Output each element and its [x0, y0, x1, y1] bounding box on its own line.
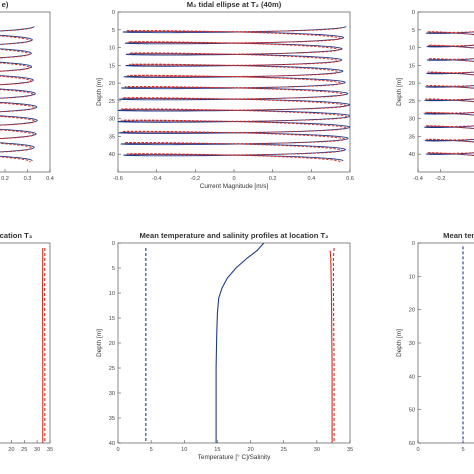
y-tick-label: 0 — [412, 10, 415, 16]
panel-title: Mean temp — [443, 231, 474, 240]
y-tick-label: 30 — [109, 117, 115, 123]
axes-frame — [117, 11, 351, 173]
panel-profile-t4: Mean temp050102030405060Depth [m] — [396, 231, 474, 453]
axes-frame — [0, 242, 51, 444]
y-tick-label: 15 — [109, 63, 115, 69]
salinity-dashed-line — [332, 247, 335, 443]
salinity-solid-line — [329, 250, 333, 443]
y-tick-label: 60 — [409, 441, 415, 447]
x-tick-label: 25 — [281, 447, 287, 453]
x-tick-label: -0.6 — [113, 176, 123, 182]
x-tick-label: 15 — [214, 447, 220, 453]
y-axis-label: Depth [m] — [396, 78, 403, 106]
observed-ellipse-line — [0, 26, 38, 161]
y-tick-label: 30 — [409, 341, 415, 347]
y-axis-label: Depth [m] — [96, 329, 103, 357]
x-tick-label: 0.2 — [1, 176, 9, 182]
panel-ellipse-t2: M₂ tidal ellipse at T₂ (40m) -0.6 -0.4 -0.2… — [96, 0, 354, 190]
x-tick-label: 0.4 — [46, 176, 54, 182]
y-tick-label: 15 — [109, 316, 115, 322]
y-tick-label: 20 — [409, 81, 415, 87]
panel-title: e) — [2, 0, 9, 9]
y-tick-label: 5 — [112, 266, 115, 272]
panel-title: s at location T₃ — [0, 231, 33, 240]
y-tick-label: 40 — [409, 374, 415, 380]
x-axis-label: Current Magnitude [m/s] — [200, 183, 269, 190]
y-tick-label: 20 — [109, 81, 115, 87]
plot-area — [118, 26, 350, 163]
temperature-solid-line — [215, 243, 265, 443]
x-tick-label: 30 — [34, 447, 40, 453]
x-tick-label: 35 — [47, 447, 53, 453]
observed-ellipse-line — [118, 26, 350, 162]
y-tick-label: 40 — [109, 441, 115, 447]
y-tick-label: 0 — [412, 241, 415, 247]
y-axis-label: Depth [m] — [96, 78, 103, 106]
y-tick-label: 10 — [109, 291, 115, 297]
plot-area — [462, 246, 464, 443]
y-tick-label: 5 — [412, 28, 415, 34]
y-tick-label: 30 — [409, 117, 415, 123]
axes-frame — [117, 242, 351, 444]
y-tick-label: 35 — [109, 416, 115, 422]
axes-frame — [417, 11, 474, 173]
y-tick-label: 25 — [109, 366, 115, 372]
y-tick-label: 15 — [409, 63, 415, 69]
x-tick-label: 0.4 — [307, 176, 315, 182]
x-tick-label: 0.3 — [24, 176, 32, 182]
x-tick-label: 10 — [181, 447, 187, 453]
modelled-ellipse-line — [0, 27, 36, 163]
y-tick-label: 10 — [409, 274, 415, 280]
x-tick-label: -0.4 — [152, 176, 162, 182]
x-tick-label: -0.2 — [191, 176, 201, 182]
y-tick-label: 35 — [409, 134, 415, 140]
y-tick-label: 30 — [109, 391, 115, 397]
y-tick-label: 10 — [409, 46, 415, 52]
y-tick-label: 5 — [112, 28, 115, 34]
plot-area — [423, 31, 474, 157]
x-tick-label: 20 — [8, 447, 14, 453]
y-tick-label: 25 — [409, 99, 415, 105]
x-tick-label: 0.2 — [269, 176, 277, 182]
modelled-ellipse-line — [120, 27, 348, 163]
panel-ellipse-t1: e) 0.2 0.3 0.4 — [0, 0, 54, 182]
y-tick-label: 25 — [109, 99, 115, 105]
y-tick-label: 35 — [109, 134, 115, 140]
x-tick-label: 0 — [116, 447, 119, 453]
x-tick-label: 25 — [21, 447, 27, 453]
y-tick-label: 10 — [109, 46, 115, 52]
plot-area — [41, 247, 46, 443]
y-tick-label: 20 — [109, 341, 115, 347]
x-tick-label: 30 — [314, 447, 320, 453]
x-axis-label: Temperature [° C]/Salinity — [198, 453, 271, 461]
modelled-ellipse-line — [424, 31, 474, 157]
plot-area — [145, 243, 335, 443]
axes-frame — [417, 242, 474, 444]
x-tick-label: 5 — [150, 447, 153, 453]
y-tick-label: 20 — [409, 308, 415, 314]
panel-title: M₂ tidal ellipse at T₂ (40m) — [187, 0, 282, 9]
y-tick-label: 40 — [109, 152, 115, 158]
plot-area — [0, 26, 38, 163]
x-tick-label: 0 — [416, 447, 419, 453]
panel-profile-t2: Mean temperature and salinity profiles a… — [96, 231, 353, 461]
y-tick-label: 0 — [112, 10, 115, 16]
x-tick-label: 0 — [232, 176, 235, 182]
x-tick-label: 20 — [247, 447, 253, 453]
y-tick-label: 40 — [409, 152, 415, 158]
x-tick-label: -0.4 — [413, 176, 423, 182]
y-tick-label: 50 — [409, 408, 415, 414]
y-axis-label: Depth [m] — [396, 329, 403, 357]
x-tick-label: 5 — [461, 447, 464, 453]
x-tick-label: 35 — [347, 447, 353, 453]
observed-ellipse-line — [423, 31, 474, 156]
y-tick-label: 0 — [112, 241, 115, 247]
panel-title: Mean temperature and salinity profiles a… — [139, 231, 328, 240]
panel-profile-t3: s at location T₃ 20 25 30 35 — [0, 231, 53, 453]
x-tick-label: 0.6 — [346, 176, 354, 182]
x-tick-label: -0.2 — [436, 176, 446, 182]
panel-ellipse-t3: -0.4 -0.2 0 5 10 15 20 25 30 35 40 Depth [m] — [396, 10, 474, 182]
